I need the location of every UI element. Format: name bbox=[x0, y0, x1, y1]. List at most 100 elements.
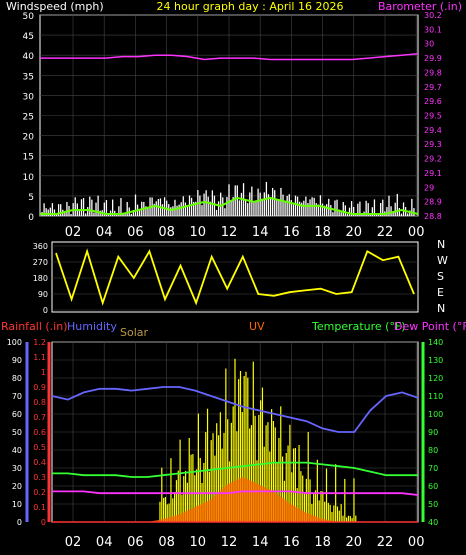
humidity-tick-label: 100 bbox=[7, 338, 22, 347]
time-label: 16 bbox=[283, 535, 300, 550]
direction-tick-label: 270 bbox=[33, 258, 48, 267]
humidity-tick-label: 10 bbox=[12, 500, 22, 509]
time-label: 06 bbox=[127, 225, 144, 240]
temperature-tick-label: 50 bbox=[428, 500, 438, 509]
barometer-tick-label: 29.5 bbox=[424, 112, 442, 121]
barometer-tick-label: 29.1 bbox=[424, 169, 442, 178]
rainfall-label: Rainfall (.in) bbox=[1, 320, 68, 333]
compass-label: S bbox=[437, 270, 444, 283]
temperature-tick-label: 120 bbox=[428, 374, 443, 383]
time-label: 18 bbox=[314, 535, 331, 550]
time-label: 06 bbox=[127, 535, 144, 550]
y-tick-label: 30 bbox=[23, 92, 35, 102]
barometer-tick-label: 28.8 bbox=[424, 212, 442, 221]
temperature-tick-label: 70 bbox=[428, 464, 438, 473]
temperature-tick-label: 80 bbox=[428, 446, 438, 455]
y-tick-label: 0 bbox=[28, 213, 34, 223]
time-label: 18 bbox=[314, 225, 331, 240]
rain-tick-label: 1 bbox=[41, 368, 46, 377]
humidity-tick-label: 50 bbox=[12, 428, 22, 437]
time-label: 16 bbox=[283, 225, 300, 240]
y-tick-label: 50 bbox=[23, 12, 35, 22]
barometer-label: Barometer (.in) bbox=[378, 0, 462, 13]
barometer-tick-label: 29.8 bbox=[424, 68, 442, 77]
barometer-tick-label: 29.3 bbox=[424, 140, 442, 149]
temperature-tick-label: 140 bbox=[428, 338, 443, 347]
time-label: 00 bbox=[408, 535, 425, 550]
rain-tick-label: 0.8 bbox=[33, 398, 46, 407]
dewpoint-label: Dew Point (°F) bbox=[394, 320, 466, 333]
barometer-tick-label: 29.2 bbox=[424, 155, 442, 164]
direction-tick-label: 360 bbox=[33, 242, 48, 251]
humidity-label: Humidity bbox=[67, 320, 117, 333]
y-tick-label: 35 bbox=[23, 72, 34, 82]
y-tick-label: 40 bbox=[23, 52, 35, 62]
rain-tick-label: 0 bbox=[41, 518, 46, 527]
barometer-tick-label: 29.9 bbox=[424, 54, 442, 63]
time-label: 22 bbox=[377, 535, 394, 550]
rain-tick-label: 0.2 bbox=[33, 488, 46, 497]
barometer-tick-label: 29.4 bbox=[424, 126, 442, 135]
barometer-tick-label: 29.7 bbox=[424, 83, 442, 92]
wind-direction-line bbox=[55, 248, 415, 306]
y-tick-label: 45 bbox=[23, 32, 34, 42]
compass-label: N bbox=[437, 302, 445, 315]
rain-tick-label: 0.4 bbox=[33, 458, 46, 467]
time-label: 10 bbox=[190, 535, 207, 550]
compass-label: E bbox=[437, 286, 444, 299]
rain-tick-label: 1.1 bbox=[33, 353, 46, 362]
compass-label: W bbox=[437, 254, 448, 267]
humidity-tick-label: 40 bbox=[12, 446, 22, 455]
temperature-tick-label: 90 bbox=[428, 428, 438, 437]
barometer-line bbox=[40, 53, 419, 61]
barometer-tick-label: 30.2 bbox=[424, 11, 442, 20]
time-label: 12 bbox=[221, 225, 238, 240]
humidity-tick-label: 60 bbox=[12, 410, 22, 419]
humidity-tick-label: 70 bbox=[12, 392, 22, 401]
time-label: 04 bbox=[96, 225, 113, 240]
humidity-tick-label: 0 bbox=[17, 518, 22, 527]
rain-tick-label: 0.1 bbox=[33, 503, 46, 512]
temperature-tick-label: 40 bbox=[428, 518, 438, 527]
uv-area bbox=[52, 477, 418, 522]
humidity-line bbox=[51, 386, 419, 433]
rain-tick-label: 1.2 bbox=[33, 338, 46, 347]
y-tick-label: 5 bbox=[28, 193, 34, 203]
barometer-tick-label: 28.9 bbox=[424, 198, 442, 207]
y-tick-label: 10 bbox=[23, 173, 35, 183]
rain-tick-label: 0.6 bbox=[33, 428, 46, 437]
time-label: 02 bbox=[65, 225, 82, 240]
temperature-tick-label: 110 bbox=[428, 392, 443, 401]
temperature-label: Temperature (°F) bbox=[311, 320, 406, 333]
time-label: 10 bbox=[190, 225, 207, 240]
time-label: 20 bbox=[346, 535, 363, 550]
time-label: 14 bbox=[252, 225, 269, 240]
time-label: 08 bbox=[158, 225, 175, 240]
humidity-tick-label: 80 bbox=[12, 374, 22, 383]
humidity-tick-label: 30 bbox=[12, 464, 22, 473]
temperature-tick-label: 130 bbox=[428, 356, 443, 365]
temperature-line bbox=[52, 461, 418, 478]
rain-tick-label: 0.9 bbox=[33, 383, 46, 392]
barometer-tick-label: 30 bbox=[424, 40, 434, 49]
humidity-tick-label: 90 bbox=[12, 356, 22, 365]
rain-tick-label: 0.3 bbox=[33, 473, 46, 482]
graph-title: 24 hour graph day : April 16 2026 bbox=[157, 0, 344, 13]
time-label: 12 bbox=[221, 535, 238, 550]
time-label: 02 bbox=[65, 535, 82, 550]
windspeed-label: Windspeed (mph) bbox=[6, 0, 104, 13]
direction-tick-label: 90 bbox=[38, 290, 48, 299]
wind-average-line bbox=[40, 196, 419, 215]
rain-tick-label: 0.5 bbox=[33, 443, 46, 452]
temperature-tick-label: 60 bbox=[428, 482, 438, 491]
direction-tick-label: 180 bbox=[33, 274, 48, 283]
uv-label: UV bbox=[249, 320, 265, 333]
y-tick-label: 25 bbox=[23, 113, 34, 123]
time-label: 22 bbox=[377, 225, 394, 240]
barometer-tick-label: 30.1 bbox=[424, 25, 442, 34]
time-label: 20 bbox=[346, 225, 363, 240]
compass-label: N bbox=[437, 238, 445, 251]
direction-tick-label: 0 bbox=[43, 306, 48, 315]
time-label: 00 bbox=[408, 225, 425, 240]
